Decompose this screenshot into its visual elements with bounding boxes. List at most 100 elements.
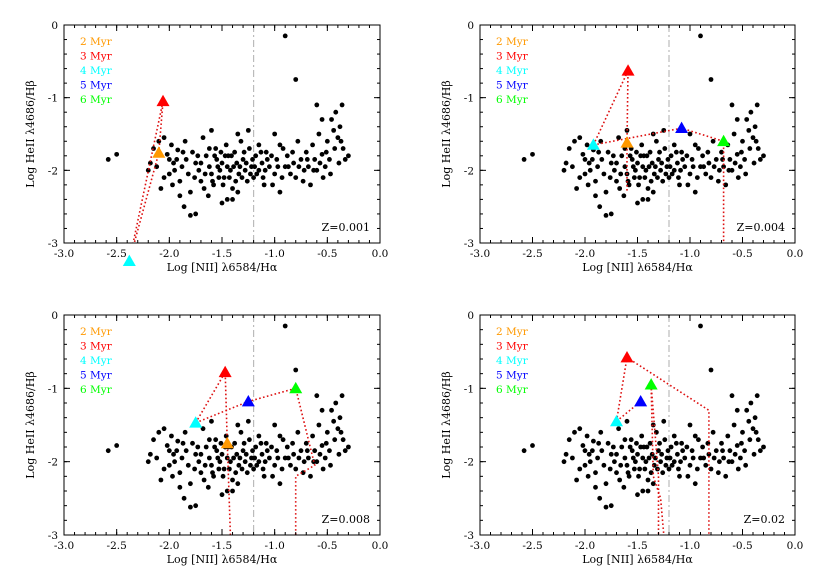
observed-point [673,440,679,446]
observed-point [607,175,613,181]
y-tick-label: 0 [467,20,474,32]
observed-point [751,160,757,166]
observed-point [264,157,270,162]
observed-point [587,167,593,173]
observed-point [596,149,602,155]
y-tick-label: -1 [464,383,474,395]
observed-point [235,422,241,428]
observed-point [671,433,677,439]
observed-point [591,438,596,444]
model-point-3-myr [218,365,232,378]
observed-point [603,481,609,487]
observed-point [692,142,698,148]
observed-point [657,440,662,446]
observed-point [626,182,632,188]
observed-point [323,440,329,446]
observed-point [316,131,322,137]
y-tick-label: -1 [464,93,474,105]
observed-point [277,433,283,439]
observed-point [105,157,111,162]
observed-point [240,448,246,454]
observed-point [201,186,207,191]
observed-point [601,171,607,177]
observed-point [193,160,199,166]
observed-point [241,149,247,155]
observed-point [293,77,299,82]
observed-point [215,455,221,461]
observed-point [222,153,228,159]
observed-point [585,182,591,188]
observed-point [723,182,729,188]
observed-point [735,175,741,181]
observed-point [245,127,251,133]
observed-point [320,175,326,181]
observed-point [585,473,591,479]
x-tick-label: 0.0 [787,248,804,260]
observed-point [180,149,186,155]
observed-point [270,473,275,479]
observed-point [656,448,661,454]
observed-point [272,462,278,468]
observed-point [708,466,714,472]
x-tick-label: -1.5 [212,248,232,260]
observed-point [675,451,680,457]
observed-point [256,167,262,173]
metallicity-label: Z=0.02 [744,513,785,526]
observed-point [216,175,222,181]
observed-point [252,164,258,170]
x-tick-label: -2.0 [159,540,179,552]
observed-point [256,459,262,465]
observed-point [175,147,181,153]
observed-point [161,135,167,141]
y-axis-label: Log HeII λ4686/Hβ [440,371,453,478]
observed-point [757,448,763,454]
observed-point [319,407,325,413]
observed-point [530,151,535,157]
observed-point [648,178,654,184]
observed-point [649,451,655,457]
observed-point [582,448,588,454]
x-tick-label: -1.0 [680,248,700,260]
observed-point [296,455,302,461]
observed-point [705,149,711,155]
legend-entry: 2 Myr [496,36,529,48]
observed-point [587,459,593,465]
observed-point [236,462,242,468]
model-track [615,400,642,422]
observed-point [269,153,274,159]
observed-point [303,149,309,155]
observed-point [593,484,598,490]
observed-point [734,443,740,448]
observed-point [319,151,325,157]
observed-point [635,492,640,498]
observed-point [577,175,583,181]
observed-point [628,437,634,443]
observed-point [242,167,248,173]
observed-point [198,451,204,457]
observed-point [169,433,174,439]
observed-point [215,164,221,170]
observed-point [304,448,310,454]
observed-point [228,167,233,173]
observed-point [530,443,535,448]
observed-point [324,138,330,144]
model-point-5-myr [675,121,689,134]
observed-point [172,167,178,173]
observed-point [640,164,646,170]
observed-point [614,451,619,457]
observed-point [241,440,247,446]
observed-point [676,175,681,181]
observed-point [608,451,614,457]
observed-point [161,426,167,432]
observed-point [717,459,722,465]
observed-point [274,448,280,454]
legend-entry: 4 Myr [80,355,113,367]
observed-point [267,164,272,170]
observed-point [717,167,722,173]
observed-point [671,142,677,148]
observed-point [277,142,283,148]
legend-entry: 5 Myr [496,80,529,92]
observed-point [666,466,672,472]
observed-point [660,178,666,184]
legend-entry: 2 Myr [80,326,113,338]
